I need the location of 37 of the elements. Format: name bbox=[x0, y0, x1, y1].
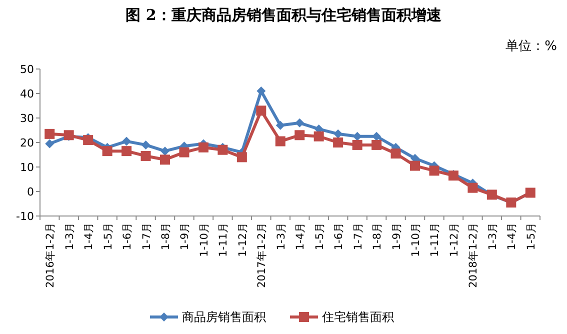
x-tick-label: 1-6月 bbox=[333, 222, 346, 250]
x-tick-label: 2016年1-2月 bbox=[44, 222, 57, 288]
y-tick-label: -10 bbox=[16, 210, 34, 223]
x-tick-label: 2018年1-2月 bbox=[468, 222, 480, 288]
x-tick-label: 1-11月 bbox=[429, 222, 442, 257]
x-tick-label: 2017年1-2月 bbox=[256, 222, 268, 288]
y-tick-label: 10 bbox=[20, 160, 34, 174]
x-tick-label: 1-12月 bbox=[448, 222, 460, 257]
x-tick-label: 1-10月 bbox=[410, 222, 422, 257]
x-tick-label: 1-5月 bbox=[102, 222, 114, 250]
x-tick-label: 1-10月 bbox=[198, 222, 210, 257]
x-tick-label: 1-12月 bbox=[236, 222, 249, 257]
x-tick-label: 1-3月 bbox=[64, 222, 76, 250]
chart-title: 图 2：重庆商品房销售面积与住宅销售面积增速 bbox=[126, 6, 442, 24]
legend-label: 商品房销售面积 bbox=[182, 310, 266, 324]
x-tick-label: 1-5月 bbox=[314, 222, 326, 250]
x-tick-label: 1-6月 bbox=[122, 222, 134, 250]
x-tick-label: 1-7月 bbox=[352, 222, 364, 250]
x-tick-label: 1-4月 bbox=[294, 222, 307, 250]
x-tick-label: 1-9月 bbox=[179, 222, 192, 250]
x-tick-label: 1-3月 bbox=[486, 222, 499, 250]
x-tick-label: 1-8月 bbox=[160, 222, 172, 250]
x-tick-label: 1-8月 bbox=[372, 222, 384, 250]
y-tick-label: 0 bbox=[27, 185, 34, 198]
x-tick-label: 1-9月 bbox=[390, 222, 403, 250]
y-tick-label: 30 bbox=[20, 112, 34, 125]
x-tick-label: 1-3月 bbox=[275, 222, 288, 250]
x-tick-label: 1-11月 bbox=[218, 222, 230, 257]
x-tick-label: 1-4月 bbox=[506, 222, 518, 250]
x-tick-label: 1-4月 bbox=[83, 222, 96, 250]
y-tick-label: 20 bbox=[20, 136, 34, 150]
x-tick-label: 1-5月 bbox=[525, 222, 538, 250]
legend-label: 住宅销售面积 bbox=[321, 310, 394, 324]
y-tick-label: 50 bbox=[20, 62, 34, 76]
chart-subtitle: 单位：% bbox=[506, 39, 557, 54]
x-tick-label: 1-7月 bbox=[140, 222, 153, 250]
y-tick-label: 40 bbox=[20, 87, 34, 100]
